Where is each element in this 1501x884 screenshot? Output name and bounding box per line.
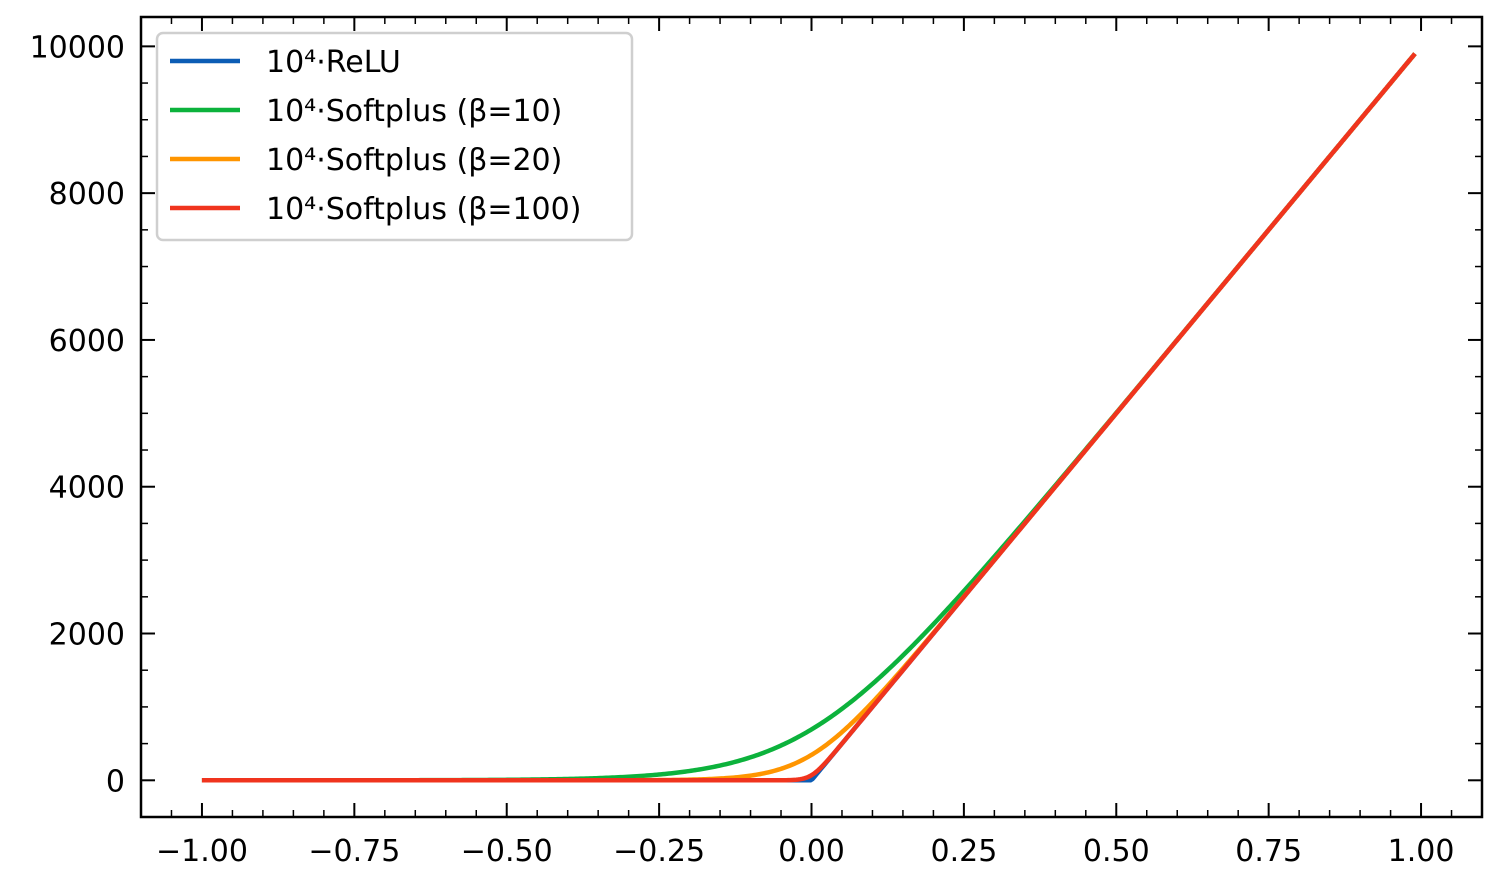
y-tick-label: 0 (106, 764, 125, 799)
x-tick-label: −0.50 (461, 834, 553, 869)
series-line-3 (201, 52, 1417, 783)
legend: 10⁴·ReLU 10⁴·Softplus (β=10) 10⁴·Softplus … (155, 31, 634, 242)
x-tick-label: −1.00 (156, 834, 248, 869)
legend-label-0: 10⁴·ReLU (266, 45, 401, 80)
y-tick-label: 4000 (49, 471, 125, 506)
legend-box (155, 31, 634, 242)
x-tick-label: 0.00 (778, 834, 845, 869)
x-tick-label: 0.25 (930, 834, 997, 869)
x-tick-label: 0.50 (1083, 834, 1150, 869)
legend-label-2: 10⁴·Softplus (β=20) (266, 143, 562, 178)
y-tick-label: 8000 (49, 177, 125, 212)
y-tick-label: 10000 (30, 30, 125, 65)
x-tick-label: −0.25 (613, 834, 705, 869)
legend-label-1: 10⁴·Softplus (β=10) (266, 94, 562, 129)
x-tick-label: 0.75 (1235, 834, 1302, 869)
x-tick-label: −0.75 (308, 834, 400, 869)
axes-layer: −1.00 −0.75 −0.50 −0.25 0.00 0.25 0.50 0.75 1.00… (30, 15, 1484, 869)
y-tick-label: 6000 (49, 324, 125, 359)
series-layer (201, 52, 1417, 783)
x-tick-label: 1.00 (1388, 834, 1455, 869)
legend-label-3: 10⁴·Softplus (β=100) (266, 192, 581, 227)
y-tick-label: 2000 (49, 618, 125, 653)
